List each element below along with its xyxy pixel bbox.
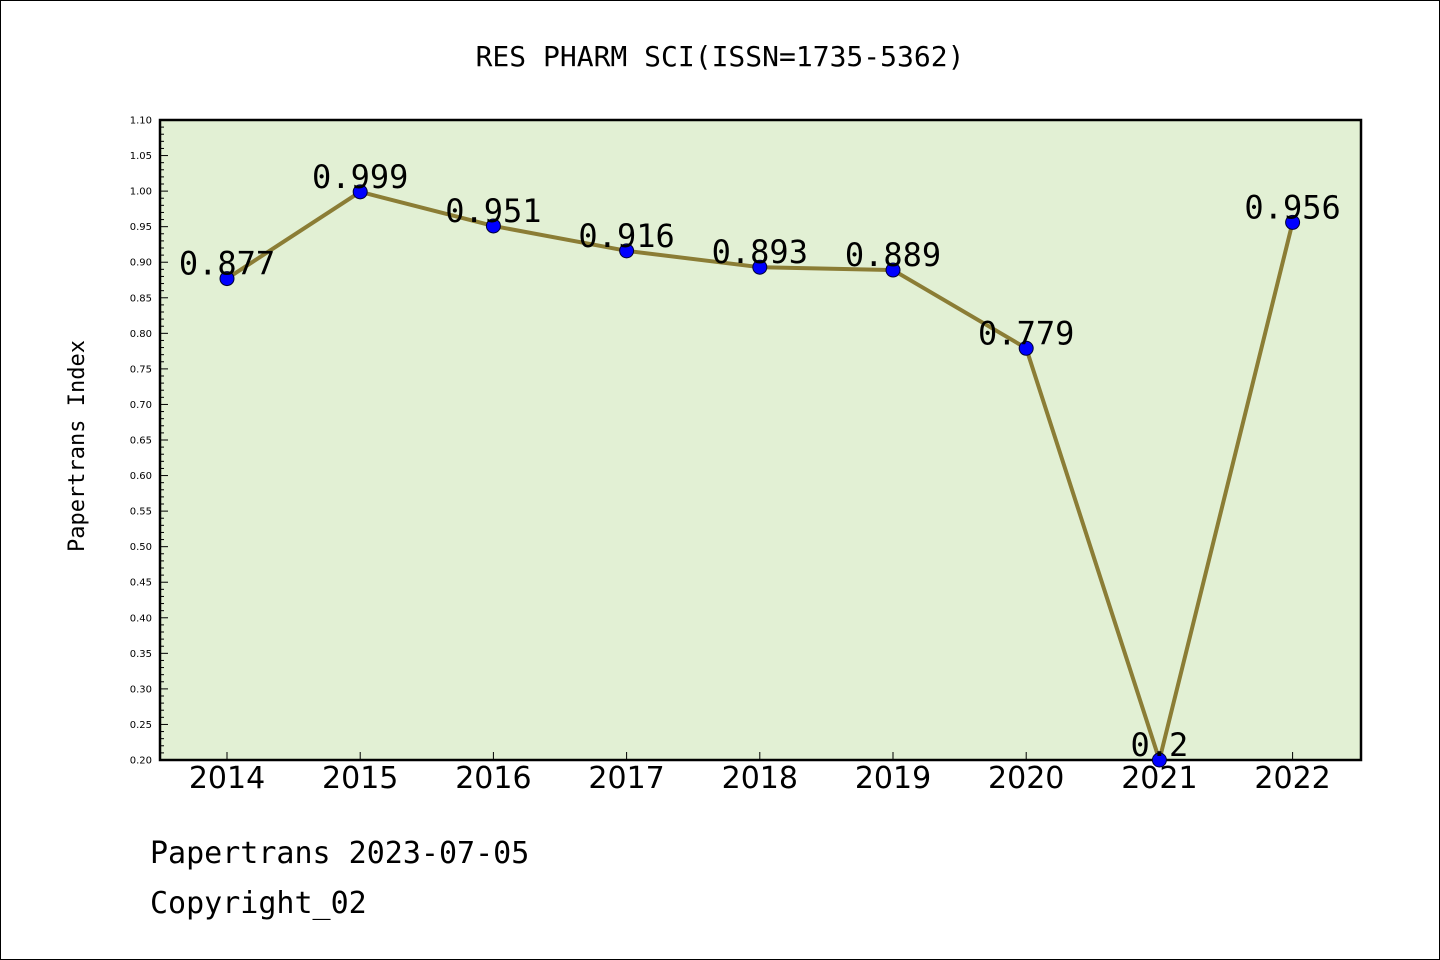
y-tick-label: 0.45 (130, 578, 152, 589)
data-label: 0.999 (312, 158, 408, 196)
x-axis-ticks: 2014 2015 2016 2017 2018 2019 2020 2021 2022 (189, 752, 1331, 796)
x-tick-label: 2015 (322, 761, 398, 796)
y-tick-label: 0.75 (130, 364, 152, 375)
data-point (619, 243, 635, 259)
footer-date: Papertrans 2023-07-05 (150, 836, 530, 871)
data-label: 0.2 (1131, 726, 1189, 764)
y-tick-label: 0.80 (130, 329, 152, 340)
y-tick-label: 0.50 (130, 542, 152, 553)
y-tick-label: 0.70 (130, 400, 152, 411)
data-label: 0.951 (445, 192, 541, 230)
x-tick-label: 2020 (988, 761, 1064, 796)
data-point (352, 184, 368, 200)
data-point (1151, 752, 1167, 768)
y-tick-label: 0.60 (130, 471, 152, 482)
data-point (1018, 340, 1034, 356)
y-tick-label: 0.85 (130, 293, 152, 304)
data-label: 0.893 (712, 233, 808, 271)
y-tick-label: 1.10 (130, 116, 152, 127)
y-tick-label: 0.95 (130, 222, 152, 233)
chart-title: RES PHARM SCI(ISSN=1735-5362) (476, 40, 965, 73)
y-tick-label: 1.05 (130, 151, 152, 162)
y-tick-label: 0.35 (130, 649, 152, 660)
y-tick-label: 0.90 (130, 258, 152, 269)
y-tick-label: 0.40 (130, 613, 152, 624)
data-point (485, 218, 501, 234)
y-tick-label: 0.20 (130, 756, 152, 767)
data-point (219, 271, 235, 287)
y-axis-label: Papertrans Index (65, 340, 90, 552)
x-tick-label: 2022 (1254, 761, 1330, 796)
x-tick-label: 2018 (722, 761, 798, 796)
y-tick-label: 0.30 (130, 684, 152, 695)
y-tick-label: 0.25 (130, 720, 152, 731)
footer-copyright: Copyright_02 (150, 886, 367, 921)
x-tick-label: 2019 (855, 761, 931, 796)
plot-area (158, 118, 1363, 762)
data-markers (219, 184, 1301, 768)
y-tick-label: 1.00 (130, 187, 152, 198)
y-tick-label: 0.55 (130, 507, 152, 518)
data-label: 0.916 (578, 217, 674, 255)
x-tick-label: 2017 (588, 761, 664, 796)
data-label: 0.877 (179, 245, 275, 283)
data-point (752, 259, 768, 275)
x-tick-label: 2016 (455, 761, 531, 796)
data-label: 0.956 (1244, 188, 1340, 226)
data-labels: 0.877 0.999 0.951 0.916 0.893 0.889 0.779 0.2 0.… (179, 158, 1341, 764)
data-label: 0.779 (978, 314, 1074, 352)
data-label: 0.889 (845, 236, 941, 274)
data-point (885, 262, 901, 278)
y-axis-ticks: 0.20 0.25 0.30 0.35 0.40 0.45 0.50 0.55 0.60 0.65… (130, 116, 168, 767)
data-point (1285, 214, 1301, 230)
x-tick-label: 2014 (189, 761, 265, 796)
y-tick-label: 0.65 (130, 436, 152, 447)
